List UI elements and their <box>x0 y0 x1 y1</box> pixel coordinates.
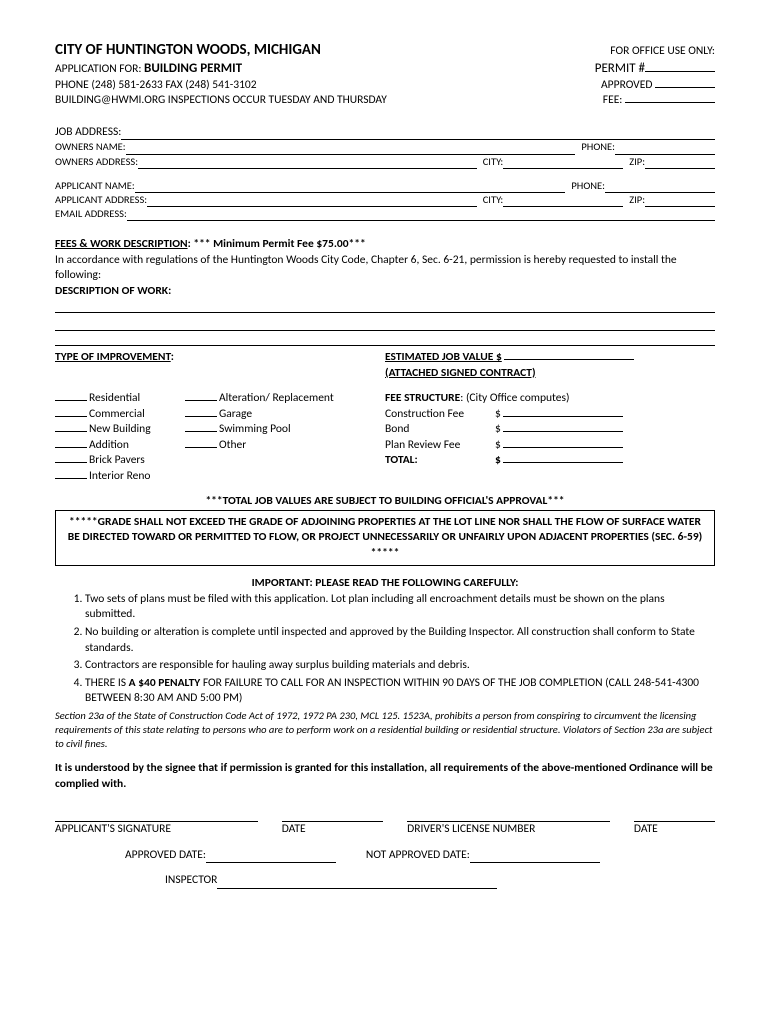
app-for-label: APPLICATION FOR: <box>55 62 141 76</box>
owners-name-field[interactable] <box>126 142 576 155</box>
permit-num-field[interactable] <box>645 71 715 72</box>
date1-field[interactable] <box>282 808 383 822</box>
chk-interior[interactable] <box>55 478 87 479</box>
phone-fax: PHONE (248) 581-2633 FAX (248) 541-3102 <box>55 78 257 94</box>
chk-alteration[interactable] <box>185 400 217 401</box>
owner-zip-field[interactable] <box>645 168 715 169</box>
applicant-sig-field[interactable] <box>55 808 258 822</box>
item-garage: Garage <box>219 407 252 421</box>
date1-label: DATE <box>282 822 383 838</box>
applicant-name-field[interactable] <box>135 180 566 193</box>
dl-label: DRIVER'S LICENSE NUMBER <box>407 822 610 838</box>
desc-line-1[interactable] <box>55 299 715 313</box>
fee-bond-field[interactable] <box>503 431 623 432</box>
owners-addr-field[interactable] <box>138 156 477 169</box>
section-23a: Section 23a of the State of Construction… <box>55 709 715 752</box>
owner-phone-label: PHONE: <box>581 140 615 154</box>
chk-garage[interactable] <box>185 416 217 417</box>
owners-name-label: OWNERS NAME: <box>55 140 126 154</box>
chk-addition[interactable] <box>55 447 87 448</box>
item-residential: Residential <box>89 391 140 405</box>
applicant-phone-field[interactable] <box>605 192 715 193</box>
fee-field[interactable] <box>625 102 715 103</box>
chk-pool[interactable] <box>185 431 217 432</box>
applicant-addr-label: APPLICANT ADDRESS: <box>55 193 147 207</box>
permit-num-label: PERMIT # <box>595 61 645 76</box>
chk-residential[interactable] <box>55 400 87 401</box>
fees-heading: FEES & WORK DESCRIPTION <box>55 237 188 251</box>
chk-commercial[interactable] <box>55 416 87 417</box>
est-value-field[interactable] <box>504 359 634 360</box>
item-commercial: Commercial <box>89 407 145 421</box>
item-addition: Addition <box>89 438 129 452</box>
applicant-city-field[interactable] <box>503 206 623 207</box>
owners-addr-label: OWNERS ADDRESS: <box>55 155 138 169</box>
owner-city-label: CITY: <box>483 155 504 169</box>
office-use-label: FOR OFFICE USE ONLY: <box>610 44 715 60</box>
fee-label: FEE: <box>603 93 623 107</box>
accordance-text: In accordance with regulations of the Hu… <box>55 253 715 284</box>
email-insp: BUILDING@HWMI.ORG INSPECTIONS OCCUR TUES… <box>55 93 387 109</box>
email-label: EMAIL ADDRESS: <box>55 207 127 221</box>
app-for-value: BUILDING PERMIT <box>144 61 242 76</box>
fee-construction: Construction Fee <box>385 407 495 423</box>
item-brickpavers: Brick Pavers <box>89 453 145 467</box>
not-approved-field[interactable] <box>470 862 600 863</box>
date2-field[interactable] <box>634 808 715 822</box>
min-fee: : *** Minimum Permit Fee $75.00*** <box>188 237 366 251</box>
fee-planreview: Plan Review Fee <box>385 438 495 454</box>
applicant-city-label: CITY: <box>483 193 504 207</box>
chk-other[interactable] <box>185 447 217 448</box>
inspector-label: INSPECTOR <box>165 873 217 889</box>
important-3: Contractors are responsible for hauling … <box>85 658 715 674</box>
approved-field[interactable] <box>655 87 715 88</box>
important-heading: IMPORTANT: PLEASE READ THE FOLLOWING CAR… <box>55 576 715 592</box>
city-title: CITY OF HUNTINGTON WOODS, MICHIGAN <box>55 40 321 60</box>
not-approved-label: NOT APPROVED DATE: <box>366 848 470 864</box>
type-improvement-label: TYPE OF IMPROVEMENT <box>55 350 171 364</box>
applicant-phone-label: PHONE: <box>571 179 605 193</box>
chk-brickpavers[interactable] <box>55 462 87 463</box>
attached-contract: (ATTACHED SIGNED CONTRACT) <box>385 366 536 382</box>
important-2: No building or alteration is complete un… <box>85 625 715 656</box>
item-interior: Interior Reno <box>89 469 150 483</box>
desc-line-2[interactable] <box>55 317 715 331</box>
important-4: THERE IS A $40 PENALTY FOR FAILURE TO CA… <box>85 676 715 707</box>
applicant-addr-field[interactable] <box>147 194 477 207</box>
item-newbuilding: New Building <box>89 422 151 436</box>
understood-text: It is understood by the signee that if p… <box>55 761 715 792</box>
approved-date-label: APPROVED DATE: <box>125 848 206 864</box>
grade-notice: *****GRADE SHALL NOT EXCEED THE GRADE OF… <box>55 510 715 567</box>
email-field[interactable] <box>127 208 715 221</box>
applicant-zip-label: ZIP: <box>629 193 645 207</box>
fee-total-field[interactable] <box>503 462 623 463</box>
desc-of-work-label: DESCRIPTION OF WORK: <box>55 284 715 300</box>
fee-planreview-field[interactable] <box>503 447 623 448</box>
applicant-zip-field[interactable] <box>645 206 715 207</box>
fee-bond: Bond <box>385 422 495 438</box>
approved-label: APPROVED <box>601 78 652 92</box>
item-alteration: Alteration/ Replacement <box>219 391 334 405</box>
est-value-label: ESTIMATED JOB VALUE $ <box>385 350 502 364</box>
job-address-label: JOB ADDRESS: <box>55 125 121 141</box>
date2-label: DATE <box>634 822 715 838</box>
item-other: Other <box>219 438 246 452</box>
item-pool: Swimming Pool <box>219 422 291 436</box>
inspector-field[interactable] <box>217 888 497 889</box>
important-1: Two sets of plans must be filed with thi… <box>85 592 715 623</box>
fee-structure-note: : (City Office computes) <box>460 391 569 405</box>
applicant-name-label: APPLICANT NAME: <box>55 179 135 193</box>
chk-newbuilding[interactable] <box>55 431 87 432</box>
owner-city-field[interactable] <box>503 168 623 169</box>
owner-zip-label: ZIP: <box>629 155 645 169</box>
applicant-sig-label: APPLICANT'S SIGNATURE <box>55 822 258 838</box>
job-address-field[interactable] <box>121 127 715 140</box>
approved-date-field[interactable] <box>206 862 336 863</box>
fee-construction-field[interactable] <box>503 416 623 417</box>
fee-structure-label: FEE STRUCTURE <box>385 391 460 405</box>
approval-notice: ***TOTAL JOB VALUES ARE SUBJECT TO BUILD… <box>55 494 715 510</box>
fee-total-label: TOTAL: <box>385 453 495 469</box>
dl-field[interactable] <box>407 808 610 822</box>
